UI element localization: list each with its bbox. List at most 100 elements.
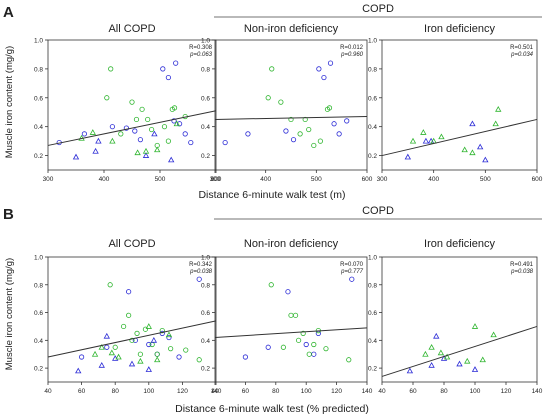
- data-point: [292, 312, 299, 318]
- y-tick-label: 0.4: [368, 338, 377, 345]
- data-point: [443, 353, 451, 360]
- regression-line: [214, 327, 368, 339]
- data-point: [242, 354, 248, 360]
- data-point: [245, 131, 251, 137]
- y-tick-label: 0.4: [201, 338, 210, 345]
- regression-line: [47, 110, 217, 146]
- data-point: [326, 105, 333, 111]
- data-point: [142, 152, 150, 158]
- regression-line: [214, 116, 368, 120]
- data-point: [285, 289, 291, 295]
- data-point: [428, 362, 435, 368]
- x-tick-label: 120: [177, 388, 188, 395]
- subplot-title: Iron deficiency: [424, 23, 495, 35]
- y-tick-label: 0.8: [34, 66, 43, 73]
- data-point: [133, 116, 140, 123]
- data-point: [168, 156, 175, 163]
- data-point: [72, 153, 80, 160]
- x-tick-label: 60: [242, 388, 250, 395]
- data-point: [492, 120, 499, 127]
- data-point: [161, 124, 168, 130]
- plot-frame: [214, 256, 368, 383]
- data-point: [265, 344, 271, 350]
- data-point: [490, 331, 497, 338]
- y-tick-label: 0.8: [34, 282, 43, 289]
- data-point: [145, 116, 151, 123]
- data-point: [171, 118, 177, 124]
- data-point: [109, 124, 116, 130]
- panel-b-ylabel: Muscle iron content (mg/g): [4, 258, 15, 370]
- y-tick-label: 0.8: [201, 282, 210, 289]
- data-point: [420, 129, 427, 135]
- p-value: p=0.034: [510, 52, 534, 58]
- y-tick-label: 0.8: [368, 66, 377, 73]
- data-point: [288, 312, 294, 318]
- data-point: [471, 323, 479, 329]
- data-point: [344, 118, 350, 124]
- y-tick-label: 0.4: [368, 124, 377, 131]
- data-point: [479, 356, 486, 363]
- subplot-title: All COPD: [108, 238, 155, 250]
- x-tick-label: 120: [501, 388, 512, 395]
- data-point: [461, 146, 468, 153]
- data-point: [142, 326, 149, 332]
- p-value: p=0.038: [189, 269, 213, 275]
- x-tick-label: 600: [362, 176, 373, 183]
- plot-frame: [381, 256, 538, 383]
- data-point: [269, 66, 275, 72]
- data-point: [280, 344, 286, 350]
- y-tick-label: 0.6: [368, 95, 377, 102]
- r-value: R=0.342: [189, 262, 213, 268]
- r-value: R=0.491: [510, 262, 534, 268]
- data-point: [428, 343, 435, 350]
- data-point: [311, 142, 317, 149]
- y-tick-label: 0.2: [34, 153, 43, 160]
- r-value: R=0.012: [340, 45, 364, 51]
- data-point: [268, 282, 274, 288]
- x-tick-label: 500: [480, 176, 491, 183]
- data-point: [476, 143, 484, 150]
- data-point: [346, 357, 352, 363]
- data-point: [109, 137, 116, 144]
- y-tick-label: 1.0: [201, 255, 210, 262]
- data-point: [108, 349, 116, 356]
- regression-line: [47, 320, 217, 358]
- data-point: [173, 120, 180, 127]
- data-point: [469, 149, 476, 156]
- data-point: [92, 147, 99, 154]
- data-point: [188, 139, 194, 146]
- y-tick-label: 0.6: [201, 310, 210, 317]
- data-point: [303, 341, 309, 348]
- y-tick-label: 0.6: [201, 95, 210, 102]
- data-point: [182, 131, 188, 137]
- panel-b-copd-header: COPD: [362, 205, 394, 217]
- x-tick-label: 80: [440, 388, 448, 395]
- x-tick-label: 60: [409, 388, 417, 395]
- data-point: [98, 362, 105, 368]
- data-point: [149, 126, 155, 133]
- x-tick-label: 400: [99, 176, 110, 183]
- y-tick-label: 1.0: [368, 255, 377, 262]
- data-point: [98, 343, 105, 350]
- r-value: R=0.308: [189, 45, 213, 51]
- y-tick-label: 0.8: [201, 66, 210, 73]
- data-point: [165, 331, 173, 338]
- data-point: [126, 289, 132, 295]
- data-point: [108, 66, 114, 72]
- plot-frame: [381, 39, 538, 171]
- data-point: [331, 121, 337, 127]
- data-point: [145, 323, 152, 329]
- data-point: [482, 156, 489, 163]
- panel-b-xlabel: Distance 6-minute walk test (% predicted…: [175, 403, 369, 415]
- data-point: [283, 128, 289, 134]
- x-tick-label: 400: [260, 176, 271, 183]
- data-point: [126, 312, 132, 318]
- y-tick-label: 0.4: [34, 338, 43, 345]
- y-tick-label: 0.8: [368, 282, 377, 289]
- data-point: [327, 60, 334, 66]
- data-point: [134, 330, 140, 336]
- subplot-title: Non-iron deficiency: [244, 23, 339, 35]
- data-point: [456, 360, 463, 367]
- x-tick-label: 140: [532, 388, 543, 395]
- data-point: [321, 74, 327, 81]
